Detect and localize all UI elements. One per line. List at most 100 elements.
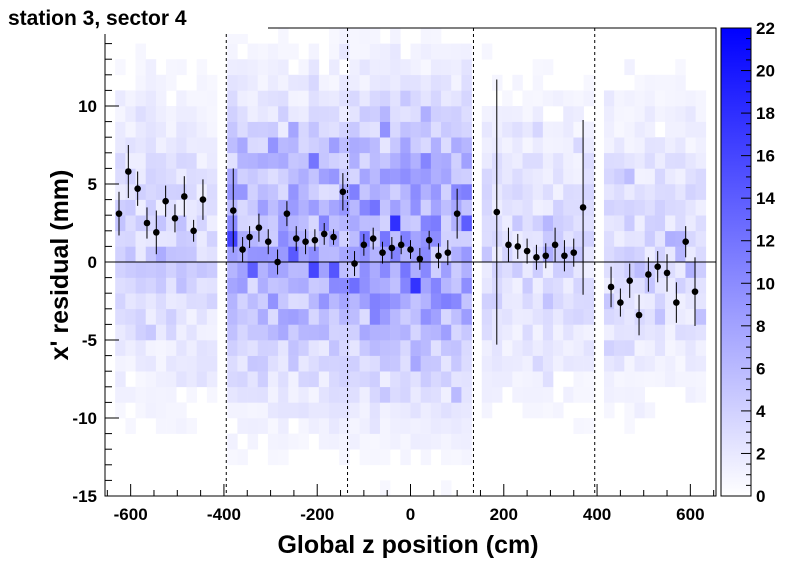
heatmap-cell (278, 199, 289, 216)
heatmap-cell (665, 90, 676, 107)
heatmap-cell (461, 230, 472, 247)
heatmap-cell (329, 199, 340, 216)
heatmap-cell (532, 121, 544, 138)
heatmap-cell (115, 277, 126, 294)
heatmap-cell (390, 246, 401, 263)
heatmap-cell (369, 340, 381, 356)
heatmap-cell (481, 355, 493, 372)
profile-point (320, 223, 328, 245)
heatmap-cell (644, 246, 656, 263)
heatmap-cell (390, 230, 401, 247)
heatmap-cell (665, 324, 676, 341)
heatmap-cell (542, 184, 554, 200)
heatmap-cell (339, 371, 350, 388)
heatmap-cell (379, 402, 391, 419)
heatmap-cell (441, 449, 452, 466)
heatmap-cell (267, 449, 279, 466)
heatmap-cell (237, 152, 248, 169)
heatmap-cell (441, 137, 452, 154)
heatmap-cell (665, 184, 676, 200)
heatmap-cell (542, 59, 554, 76)
heatmap-cell (532, 106, 544, 122)
heatmap-cell (196, 90, 208, 107)
heatmap-cell (278, 418, 289, 434)
heatmap-cell (308, 152, 320, 169)
heatmap-cell (461, 355, 472, 372)
heatmap-cell (583, 230, 595, 247)
heatmap-cell (349, 324, 360, 341)
profile-point (369, 227, 377, 250)
heatmap-cell (298, 184, 309, 200)
heatmap-cell (695, 371, 707, 388)
heatmap-cell (298, 418, 309, 434)
heatmap-cell (695, 293, 707, 310)
heatmap-cell (461, 340, 472, 356)
heatmap-cell (420, 449, 432, 466)
heatmap-cell (329, 28, 340, 44)
heatmap-cell (685, 199, 696, 216)
heatmap-cell (410, 199, 421, 216)
heatmap-cell (665, 137, 676, 154)
heatmap-cell (145, 215, 157, 232)
heatmap-cell (227, 152, 238, 169)
heatmap-cell (512, 262, 523, 278)
heatmap-cell (339, 433, 350, 450)
heatmap-cell (451, 402, 462, 419)
colorbar-tick-label: 22 (756, 19, 775, 38)
heatmap-cell (420, 28, 432, 44)
heatmap-cell (420, 59, 432, 76)
heatmap-cell (206, 246, 218, 263)
heatmap-cell (247, 293, 259, 310)
heatmap-cell (481, 340, 493, 356)
heatmap-cell (145, 184, 157, 200)
heatmap-cell (227, 277, 238, 294)
heatmap-cell (400, 90, 411, 107)
heatmap-cell (206, 137, 218, 154)
heatmap-cell (654, 90, 666, 107)
heatmap-cell (206, 371, 218, 388)
heatmap-cell (267, 371, 279, 388)
profile-point (190, 219, 197, 242)
heatmap-cell (125, 386, 136, 403)
heatmap-cell (512, 168, 523, 185)
heatmap-cell (349, 90, 360, 107)
heatmap-cell (634, 371, 646, 388)
heatmap-cell (634, 168, 646, 185)
heatmap-cell (603, 262, 615, 278)
heatmap-cell (349, 74, 360, 91)
heatmap-cell (665, 121, 676, 138)
heatmap-cell (145, 90, 157, 107)
heatmap-cell (634, 355, 646, 372)
heatmap-cell (257, 355, 269, 372)
colorbar-tick-label: 0 (756, 487, 765, 506)
heatmap-cell (176, 262, 187, 278)
heatmap-cell (583, 199, 595, 216)
colorbar-tick-label: 2 (756, 444, 765, 463)
data-point (523, 247, 531, 255)
heatmap-cell (135, 106, 147, 122)
colorbar-tick-label: 12 (756, 232, 775, 251)
heatmap-cell (695, 262, 707, 278)
heatmap-cell (603, 386, 615, 403)
heatmap-cell (329, 152, 340, 169)
heatmap-cell (420, 43, 432, 60)
heatmap-cell (603, 230, 615, 247)
heatmap-cell (135, 43, 147, 60)
heatmap-cell (115, 246, 126, 263)
heatmap-cell (410, 168, 421, 185)
heatmap-cell (583, 152, 595, 169)
data-point (388, 244, 396, 252)
heatmap-cell (400, 74, 411, 91)
data-point (425, 236, 433, 244)
heatmap-cell (400, 371, 411, 388)
heatmap-cell (257, 308, 269, 325)
heatmap-cell (288, 386, 299, 403)
heatmap-cell (553, 402, 564, 419)
heatmap-cell (176, 402, 187, 419)
heatmap-cell (339, 152, 350, 169)
heatmap-cell (359, 340, 371, 356)
heatmap-cell (644, 340, 656, 356)
heatmap-cell (532, 402, 544, 419)
heatmap-cell (441, 230, 452, 247)
heatmap-cell (502, 340, 513, 356)
